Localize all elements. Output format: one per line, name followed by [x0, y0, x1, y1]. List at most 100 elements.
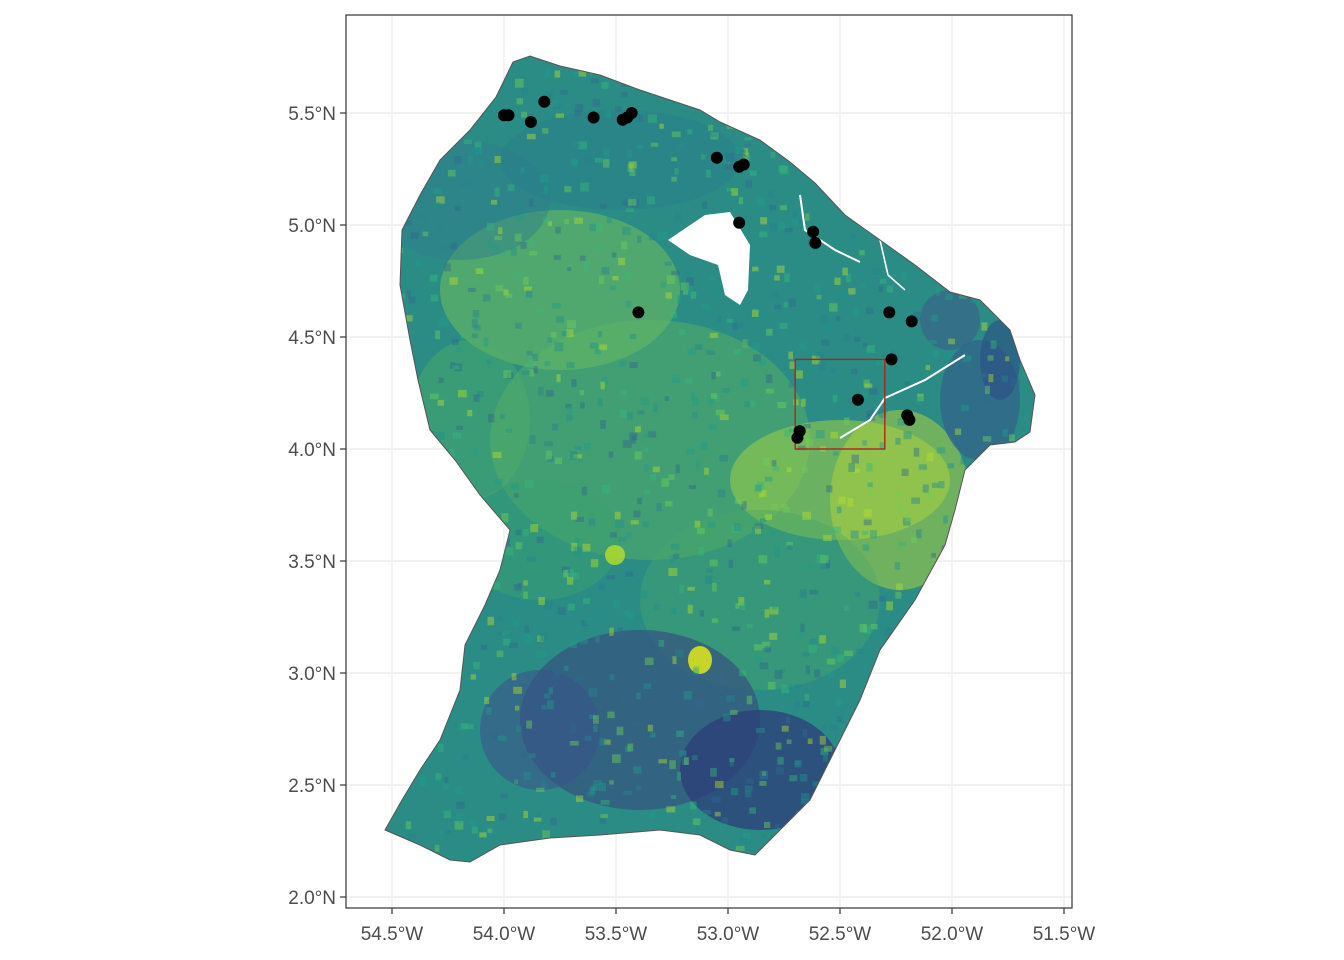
raster-cell [722, 388, 731, 393]
raster-cell [879, 442, 884, 450]
raster-cell [869, 490, 875, 496]
raster-cell [637, 410, 645, 415]
raster-cell [820, 564, 830, 570]
raster-cell [530, 524, 539, 533]
raster-cell [863, 625, 871, 634]
site-point [502, 109, 515, 122]
raster-cell [866, 345, 876, 353]
raster-cell [825, 324, 835, 333]
raster-cell [453, 365, 460, 370]
raster-cell [706, 350, 716, 356]
raster-cell [868, 600, 878, 610]
raster-cell [685, 377, 693, 384]
raster-cell [491, 734, 499, 740]
raster-cell [593, 725, 598, 733]
raster-cell [497, 615, 503, 621]
raster-cell [511, 673, 517, 681]
raster-cell [819, 735, 826, 745]
raster-cell [515, 542, 524, 550]
raster-cell [551, 303, 561, 309]
raster-cell [501, 513, 509, 523]
raster-cell [691, 412, 698, 419]
raster-cell [763, 821, 771, 829]
raster-cell [434, 742, 442, 751]
raster-cell [831, 646, 839, 655]
raster-cell [680, 282, 690, 291]
raster-cell [599, 817, 607, 824]
raster-cell [887, 273, 896, 279]
raster-cell [836, 506, 842, 514]
raster-cell [556, 374, 561, 383]
raster-cell [894, 562, 900, 570]
raster-cell [519, 683, 528, 689]
raster-cell [435, 330, 441, 340]
raster-cell [863, 519, 872, 526]
raster-cell [589, 786, 596, 795]
raster-cell [617, 627, 624, 636]
raster-cell [843, 333, 850, 342]
raster-cell [557, 607, 567, 615]
raster-cell [943, 515, 948, 524]
raster-cell [438, 743, 444, 753]
raster-cell [735, 845, 745, 851]
raster-cell [864, 383, 873, 389]
raster-cell [674, 649, 684, 658]
raster-cell [658, 640, 665, 647]
raster-cell [745, 180, 753, 188]
raster-cell [866, 462, 873, 472]
raster-cell [595, 636, 600, 643]
raster-cell [732, 322, 739, 330]
raster-cell [556, 315, 565, 323]
raster-cell [863, 508, 872, 518]
raster-cell [721, 816, 728, 824]
raster-cell [714, 811, 721, 817]
raster-cell [630, 720, 639, 727]
raster-cell [774, 304, 781, 310]
raster-cell [948, 338, 955, 345]
raster-cell [987, 355, 994, 361]
raster-cell [661, 478, 670, 487]
raster-cell [774, 670, 783, 679]
raster-cell [701, 304, 710, 309]
raster-cell [533, 817, 542, 822]
raster-cell [601, 81, 609, 89]
raster-cell [744, 790, 752, 798]
raster-cell [691, 755, 698, 761]
raster-cell [862, 440, 867, 446]
raster-cell [820, 747, 829, 756]
raster-cell [687, 129, 693, 135]
raster-cell [625, 208, 634, 213]
raster-cell [442, 245, 448, 251]
raster-cell [777, 401, 787, 409]
raster-cell [801, 793, 810, 800]
raster-cell [590, 559, 599, 568]
raster-cell [833, 451, 839, 456]
raster-cell [564, 569, 574, 578]
raster-cell [689, 292, 698, 299]
raster-cell [752, 266, 759, 272]
raster-cell [474, 145, 483, 155]
raster-cell [601, 377, 608, 385]
raster-cell [863, 342, 868, 347]
raster-cell [603, 739, 611, 745]
raster-cell [895, 591, 902, 599]
raster-cell [855, 272, 864, 279]
raster-cell [494, 235, 503, 241]
raster-cell [474, 141, 482, 148]
raster-cell [524, 286, 533, 291]
raster-cell [884, 627, 893, 636]
raster-cell [467, 409, 473, 417]
raster-cell [540, 780, 546, 789]
raster-cell [637, 235, 642, 243]
raster-cell [709, 559, 718, 567]
raster-cell [625, 571, 634, 577]
raster-cell [542, 217, 551, 223]
raster-cell [578, 141, 588, 150]
raster-cell [896, 583, 903, 591]
raster-cell [520, 242, 527, 249]
raster-cell [746, 695, 753, 705]
raster-cell [738, 149, 746, 157]
site-point [903, 413, 916, 426]
raster-cell [456, 814, 462, 824]
raster-cell [981, 322, 988, 331]
